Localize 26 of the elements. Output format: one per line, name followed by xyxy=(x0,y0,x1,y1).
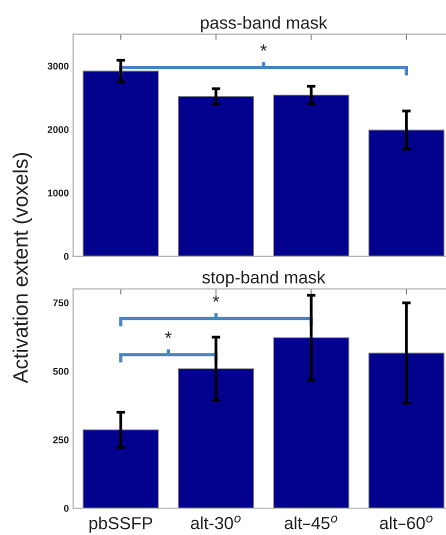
y-tick-label: 0 xyxy=(64,504,69,512)
x-tick-label: pbSSFP xyxy=(90,516,152,533)
chart-title: pass-band mask xyxy=(201,16,328,32)
y-tick-label: 500 xyxy=(53,368,69,375)
y-tick-label: 2000 xyxy=(48,126,69,134)
bar xyxy=(273,94,350,256)
bar xyxy=(273,337,350,508)
y-tick-label: 1000 xyxy=(48,190,69,196)
chart-title: stop-band mask xyxy=(202,270,326,287)
y-tick-label: 250 xyxy=(53,436,69,444)
x-tick-label: alt-30$^{o}$ xyxy=(190,516,241,530)
y-axis-title: Activation extent (voxels) xyxy=(12,153,32,384)
annotation: * xyxy=(212,295,220,302)
annotation: * xyxy=(165,332,172,338)
x-tick-label: alt–45$^{o}$ xyxy=(284,516,338,530)
y-tick-label: 3000 xyxy=(48,62,69,70)
y-tick-label: 750 xyxy=(53,299,69,306)
bar xyxy=(368,130,444,256)
annotation: * xyxy=(260,44,267,51)
y-tick-label: 0 xyxy=(64,253,69,260)
bar xyxy=(178,96,254,256)
bar xyxy=(178,368,254,508)
bar xyxy=(82,429,159,508)
x-tick-label: alt–60$^{o}$ xyxy=(380,516,433,530)
bar xyxy=(368,352,444,508)
bar xyxy=(82,70,159,256)
